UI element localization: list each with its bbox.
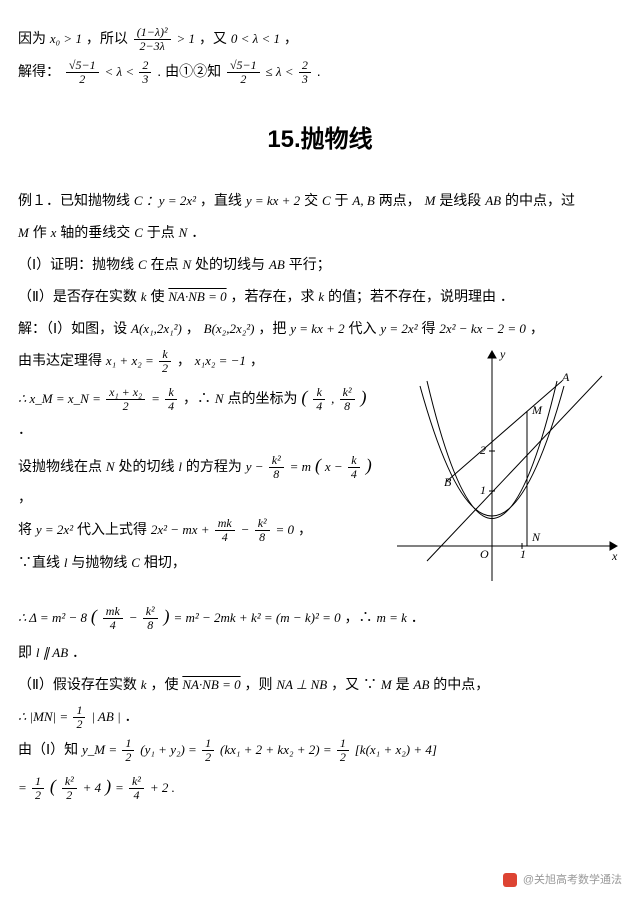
text: . 由①②知 — [157, 63, 225, 79]
svg-text:1: 1 — [520, 547, 526, 561]
watermark-text: @关旭高考数学通法 — [523, 874, 622, 886]
text: ， — [284, 30, 298, 46]
gt1: > 1 — [177, 31, 196, 46]
le: ≤ λ < — [266, 64, 297, 79]
svg-text:B: B — [444, 475, 452, 489]
fraction: √5−1 2 — [227, 59, 260, 86]
solution-line-16: = 12 ( k²2 + 4 ) = k²4 + 2 . — [18, 768, 622, 804]
chapter-title: 15.抛物线 — [18, 116, 622, 164]
fraction: 2 3 — [139, 59, 151, 86]
text: ，所以 — [86, 30, 132, 46]
solution-line-15: 由（Ⅰ）知 y_M = 12 (y₁ + y₂) = 12 (kx₁ + 2 +… — [18, 735, 622, 764]
parabola-chart: y x O A B M N 1 1 2 — [392, 346, 622, 586]
fraction: (1−λ)² 2−3λ — [134, 26, 171, 53]
solution-line-12: 即 l ∥ AB ． — [18, 638, 622, 666]
logo-icon — [503, 873, 517, 887]
solution-line-13: （Ⅱ）假设存在实数 k ，使 NA·NB = 0 ，则 NA ⊥ NB ，又 ∵… — [18, 670, 622, 698]
svg-text:x: x — [611, 549, 618, 563]
text: 因为 — [18, 30, 50, 46]
svg-text:O: O — [480, 547, 489, 561]
fraction: √5−1 2 — [66, 59, 99, 86]
svg-text:M: M — [531, 403, 543, 417]
solution-line-5: 解：（Ⅰ）如图，设 A(x₁,2x₁²) ， B(x₂,2x₂²) ，把 y =… — [18, 314, 622, 342]
example-line-2: M 作 x 轴的垂线交 C 于点 N ． — [18, 218, 622, 246]
example-line-1: 例１．已知抛物线 C ：y = 2x² ，直线 y = kx + 2 交 C 于… — [18, 186, 622, 214]
solution-line-14: ∴ |MN| = 12 | AB | ． — [18, 702, 622, 731]
solution-line-11: ∴ Δ = m² − 8 ( mk4 − k²8 ) = m² − 2mk + … — [18, 598, 622, 634]
fraction: 2 3 — [299, 59, 311, 86]
watermark: @关旭高考数学通法 — [503, 869, 622, 891]
part-1-statement: （Ⅰ）证明：抛物线 C 在点 N 处的切线与 AB 平行； — [18, 250, 622, 278]
text: ，又 — [199, 30, 231, 46]
intro-line-2: 解得： √5−1 2 < λ < 2 3 . 由①②知 √5−1 2 ≤ λ <… — [18, 57, 622, 86]
text: . — [317, 63, 321, 79]
math: x₀ > 1 — [50, 31, 82, 46]
svg-text:N: N — [531, 530, 541, 544]
lt: < λ < — [104, 64, 137, 79]
svg-text:y: y — [499, 347, 506, 361]
part-2-statement: （Ⅱ）是否存在实数 k 使 NA·NB = 0 ，若存在，求 k 的值；若不存在… — [18, 282, 622, 310]
intro-line-1: 因为 x₀ > 1 ，所以 (1−λ)² 2−3λ > 1 ，又 0 < λ <… — [18, 24, 622, 53]
svg-text:A: A — [561, 370, 570, 384]
text: 解得： — [18, 63, 60, 79]
svg-text:1: 1 — [480, 483, 486, 497]
svg-text:2: 2 — [480, 443, 486, 457]
math: 0 < λ < 1 — [231, 31, 280, 46]
